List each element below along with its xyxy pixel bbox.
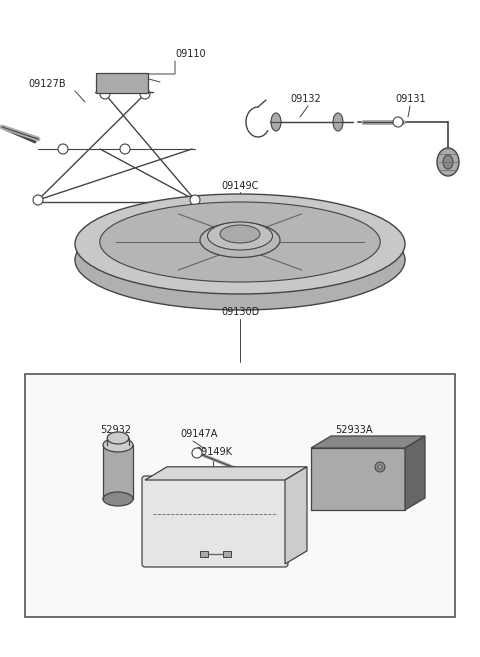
Ellipse shape	[103, 492, 133, 506]
Ellipse shape	[220, 225, 260, 243]
Circle shape	[375, 462, 385, 472]
Ellipse shape	[333, 113, 343, 131]
Text: 09110: 09110	[175, 49, 205, 59]
Text: 09130D: 09130D	[221, 307, 259, 317]
Circle shape	[192, 448, 202, 458]
Circle shape	[58, 144, 68, 154]
Ellipse shape	[75, 194, 405, 294]
Bar	[25, 374, 455, 617]
Bar	[311, 448, 406, 510]
Ellipse shape	[100, 202, 380, 282]
Ellipse shape	[437, 148, 459, 176]
Circle shape	[140, 89, 150, 99]
Text: 09127B: 09127B	[28, 79, 66, 89]
Text: 09149C: 09149C	[221, 181, 259, 191]
Ellipse shape	[200, 223, 280, 258]
Text: 09149K: 09149K	[195, 447, 232, 457]
Bar	[103, 444, 133, 499]
Polygon shape	[145, 467, 307, 480]
Ellipse shape	[107, 432, 129, 444]
FancyBboxPatch shape	[142, 476, 288, 567]
Ellipse shape	[443, 155, 453, 169]
Ellipse shape	[271, 113, 281, 131]
Text: 09147A: 09147A	[180, 429, 217, 439]
Bar	[200, 551, 208, 557]
Text: 52932: 52932	[100, 425, 131, 435]
Text: 09132: 09132	[290, 94, 321, 104]
Circle shape	[100, 89, 110, 99]
Circle shape	[378, 465, 382, 469]
Polygon shape	[285, 467, 307, 564]
FancyBboxPatch shape	[96, 73, 148, 93]
Ellipse shape	[207, 222, 273, 250]
Polygon shape	[405, 436, 425, 510]
Circle shape	[393, 117, 403, 127]
Text: 09131: 09131	[395, 94, 426, 104]
Polygon shape	[311, 436, 425, 448]
Text: 52933A: 52933A	[335, 425, 372, 435]
Circle shape	[190, 195, 200, 205]
Ellipse shape	[103, 438, 133, 452]
Circle shape	[120, 144, 130, 154]
Circle shape	[33, 195, 43, 205]
Ellipse shape	[75, 210, 405, 310]
Bar	[223, 551, 231, 557]
